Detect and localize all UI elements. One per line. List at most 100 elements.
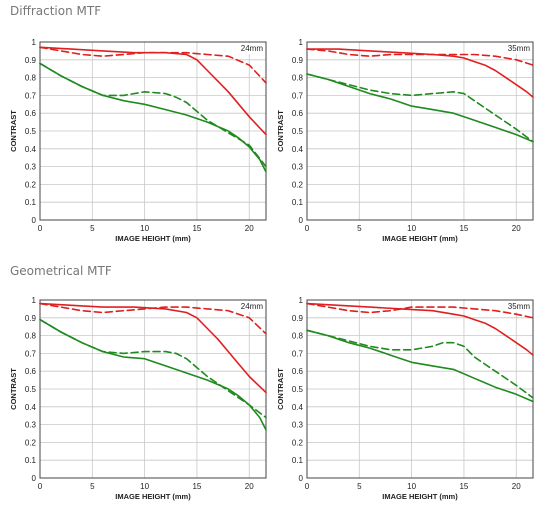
y-tick-label: 0.2 bbox=[292, 180, 304, 189]
x-tick-label: 15 bbox=[192, 224, 201, 233]
section-title-geometrical: Geometrical MTF bbox=[10, 264, 112, 278]
y-tick-label: 0.1 bbox=[292, 456, 304, 465]
series-line-red-dashed bbox=[306, 302, 534, 319]
focal-label-bg bbox=[503, 43, 532, 54]
x-tick-label: 20 bbox=[512, 224, 521, 233]
y-tick-label: 0.8 bbox=[292, 332, 304, 341]
y-tick-label: 0.7 bbox=[292, 349, 304, 358]
series-line-green-dashed bbox=[306, 73, 534, 143]
y-axis-label: CONTRAST bbox=[276, 368, 285, 410]
y-tick-label: 0.5 bbox=[292, 385, 304, 394]
y-axis-label: CONTRAST bbox=[9, 110, 18, 152]
series-line-red-dashed bbox=[306, 48, 534, 66]
x-tick-label: 20 bbox=[512, 482, 521, 491]
x-tick-label: 10 bbox=[140, 482, 149, 491]
focal-label-bg bbox=[503, 301, 532, 312]
mtf-chart-geometrical-24mm: 00.10.20.30.40.50.60.70.80.910 5 10 15 20IMA… bbox=[9, 296, 267, 501]
y-tick-label: 0.5 bbox=[25, 385, 37, 394]
mtf-chart-geometrical-35mm: 00.10.20.30.40.50.60.70.80.910 5 10 15 20IMA… bbox=[276, 296, 534, 501]
y-tick-label: 0.8 bbox=[292, 74, 304, 83]
y-tick-label: 0.1 bbox=[25, 456, 37, 465]
x-axis-label: IMAGE HEIGHT (mm) bbox=[382, 492, 458, 501]
y-tick-label: 0.6 bbox=[25, 109, 37, 118]
x-axis-label: IMAGE HEIGHT (mm) bbox=[382, 234, 458, 243]
y-tick-label: 0.4 bbox=[25, 145, 37, 154]
y-tick-label: 0.7 bbox=[25, 349, 37, 358]
x-tick-label: 0 bbox=[38, 224, 43, 233]
y-tick-label: 0.1 bbox=[25, 198, 37, 207]
y-tick-label: 0.8 bbox=[25, 332, 37, 341]
y-tick-label: 0.6 bbox=[25, 367, 37, 376]
series-line-red-solid bbox=[39, 302, 267, 394]
y-tick-label: 0.3 bbox=[292, 421, 304, 430]
x-axis-label: IMAGE HEIGHT (mm) bbox=[115, 234, 191, 243]
y-tick-label: 0 bbox=[299, 474, 304, 483]
y-tick-label: 0.3 bbox=[292, 163, 304, 172]
y-tick-label: 1 bbox=[32, 38, 37, 47]
series-line-green-solid bbox=[39, 62, 267, 173]
y-tick-label: 1 bbox=[299, 38, 304, 47]
y-tick-label: 0.1 bbox=[292, 198, 304, 207]
focal-length-label: 24mm bbox=[241, 44, 264, 53]
series-line-red-dashed bbox=[39, 302, 267, 335]
x-tick-label: 0 bbox=[305, 224, 310, 233]
x-tick-label: 10 bbox=[407, 482, 416, 491]
series-line-green-dashed bbox=[39, 62, 267, 168]
y-tick-label: 0.3 bbox=[25, 421, 37, 430]
y-tick-label: 0.2 bbox=[25, 180, 37, 189]
y-tick-label: 1 bbox=[299, 296, 304, 305]
y-tick-label: 0.6 bbox=[292, 367, 304, 376]
series-line-green-solid bbox=[39, 318, 267, 431]
x-tick-label: 5 bbox=[90, 224, 95, 233]
y-tick-label: 0.9 bbox=[25, 56, 37, 65]
mtf-chart-diffraction-24mm: 00.10.20.30.40.50.60.70.80.910 5 10 15 20IMA… bbox=[9, 38, 267, 243]
y-tick-label: 0.2 bbox=[292, 438, 304, 447]
y-tick-label: 0.4 bbox=[292, 403, 304, 412]
focal-length-label: 24mm bbox=[241, 302, 264, 311]
focal-length-label: 35mm bbox=[508, 302, 531, 311]
y-tick-label: 1 bbox=[32, 296, 37, 305]
y-tick-label: 0.5 bbox=[292, 127, 304, 136]
y-tick-label: 0.4 bbox=[292, 145, 304, 154]
series-line-red-dashed bbox=[39, 46, 267, 84]
focal-length-label: 35mm bbox=[508, 44, 531, 53]
x-tick-label: 20 bbox=[245, 482, 254, 491]
y-tick-label: 0 bbox=[299, 216, 304, 225]
series-line-red-solid bbox=[39, 46, 267, 136]
y-tick-label: 0.5 bbox=[25, 127, 37, 136]
y-tick-label: 0.9 bbox=[25, 314, 37, 323]
y-tick-label: 0 bbox=[32, 474, 37, 483]
y-tick-label: 0.7 bbox=[292, 91, 304, 100]
y-tick-label: 0.8 bbox=[25, 74, 37, 83]
y-tick-label: 0.9 bbox=[292, 56, 304, 65]
y-tick-label: 0.4 bbox=[25, 403, 37, 412]
y-tick-label: 0.6 bbox=[292, 109, 304, 118]
plot-frame bbox=[39, 41, 267, 221]
x-tick-label: 15 bbox=[459, 224, 468, 233]
y-tick-label: 0.3 bbox=[25, 163, 37, 172]
series-line-green-solid bbox=[306, 329, 534, 403]
series-line-red-solid bbox=[306, 302, 534, 356]
plot-frame bbox=[306, 41, 534, 221]
x-tick-label: 15 bbox=[459, 482, 468, 491]
x-tick-label: 15 bbox=[192, 482, 201, 491]
y-tick-label: 0.2 bbox=[25, 438, 37, 447]
focal-label-bg bbox=[236, 301, 265, 312]
y-tick-label: 0.9 bbox=[292, 314, 304, 323]
y-tick-label: 0.7 bbox=[25, 91, 37, 100]
y-tick-label: 0 bbox=[32, 216, 37, 225]
section-title-diffraction: Diffraction MTF bbox=[10, 4, 102, 18]
x-tick-label: 20 bbox=[245, 224, 254, 233]
x-tick-label: 5 bbox=[90, 482, 95, 491]
x-tick-label: 10 bbox=[407, 224, 416, 233]
series-line-green-dashed bbox=[306, 329, 534, 399]
plot-frame bbox=[306, 299, 534, 479]
y-axis-label: CONTRAST bbox=[276, 110, 285, 152]
focal-label-bg bbox=[236, 43, 265, 54]
x-tick-label: 10 bbox=[140, 224, 149, 233]
series-line-green-solid bbox=[306, 73, 534, 143]
x-tick-label: 5 bbox=[357, 482, 362, 491]
x-tick-label: 0 bbox=[38, 482, 43, 491]
x-tick-label: 5 bbox=[357, 224, 362, 233]
